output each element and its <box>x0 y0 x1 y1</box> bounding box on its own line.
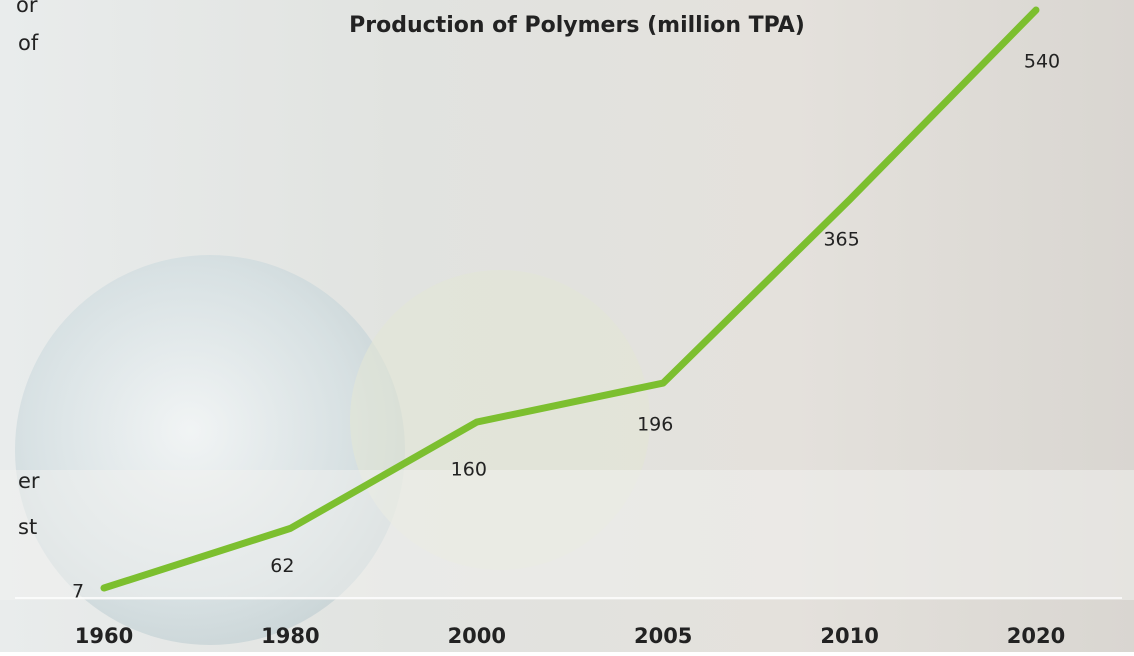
data-label: 160 <box>451 459 487 481</box>
data-label: 540 <box>1024 51 1060 73</box>
cut-off-text: of <box>18 31 39 55</box>
cut-off-text: or <box>16 0 38 17</box>
x-tick-label: 1960 <box>75 624 133 648</box>
cut-off-text: st <box>18 515 37 539</box>
x-tick-label: 1980 <box>261 624 319 648</box>
data-line <box>100 6 1040 592</box>
x-tick-label: 2000 <box>448 624 506 648</box>
x-tick-label: 2020 <box>1007 624 1065 648</box>
cut-off-text: er <box>18 469 40 493</box>
data-label: 196 <box>637 414 673 436</box>
x-tick-label: 2005 <box>634 624 692 648</box>
x-tick-label: 2010 <box>820 624 878 648</box>
background-floor <box>0 470 1134 600</box>
data-label: 62 <box>270 555 294 577</box>
data-label: 365 <box>823 228 859 250</box>
chart-title: Production of Polymers (million TPA) <box>349 13 805 38</box>
data-label: 7 <box>72 581 84 603</box>
